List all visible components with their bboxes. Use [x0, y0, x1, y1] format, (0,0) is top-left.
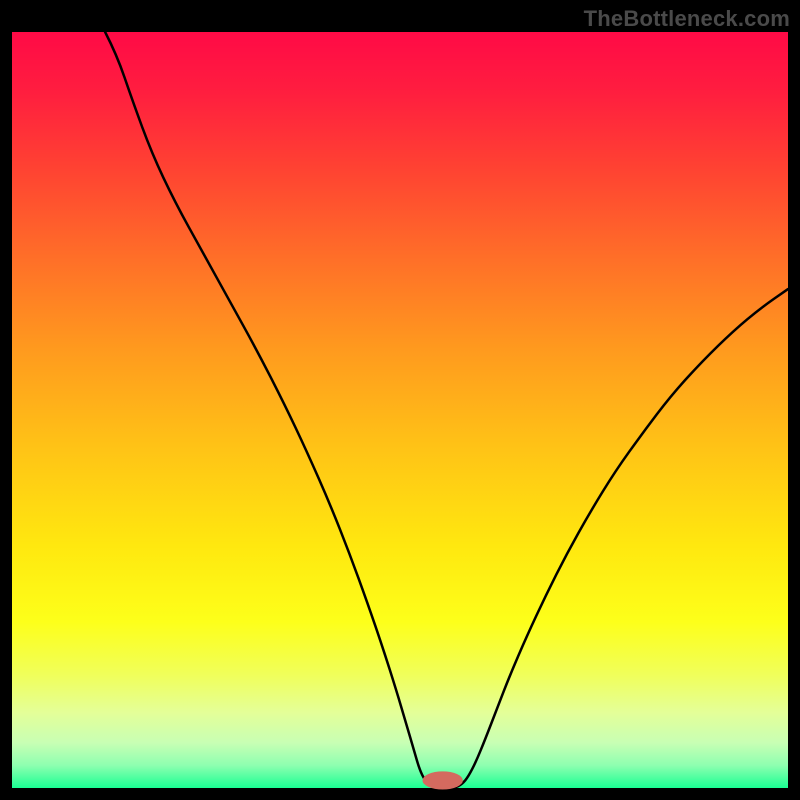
bottleneck-chart [0, 0, 800, 800]
watermark-text: TheBottleneck.com [584, 6, 790, 32]
chart-container: TheBottleneck.com [0, 0, 800, 800]
chart-plot-background [12, 32, 788, 788]
minimum-marker [423, 771, 463, 789]
